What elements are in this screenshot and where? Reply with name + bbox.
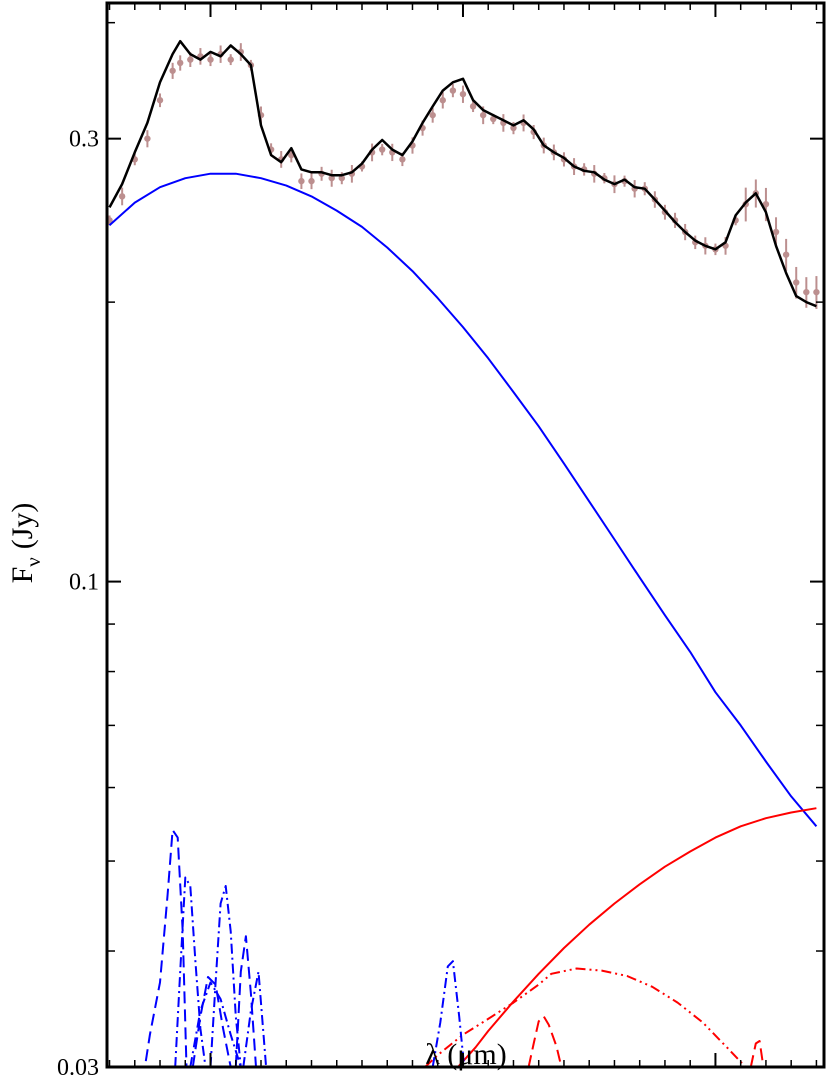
observed-point [399, 156, 406, 163]
observed-point [762, 200, 770, 208]
observed-point [207, 56, 214, 63]
observed-point [118, 193, 126, 200]
observed-point [803, 288, 810, 296]
plot-frame [105, 1, 826, 1069]
series-10-line [189, 981, 242, 1067]
series-3-line [457, 807, 817, 1067]
observed-point [328, 174, 335, 182]
series-6-line [749, 1040, 765, 1067]
y-tick-label: 0.3 [69, 127, 99, 153]
observed-point [144, 135, 151, 142]
observed-point [177, 59, 184, 67]
observed-point [298, 177, 305, 185]
observed-point [187, 56, 194, 63]
observed-point [156, 97, 164, 104]
observed-point [510, 124, 517, 132]
series-8-line [174, 876, 207, 1067]
observed-point [479, 111, 487, 119]
series-4-line [424, 967, 747, 1067]
observed-point [782, 251, 790, 258]
tick-layer: 1020300.030.10.3 [57, 3, 824, 1076]
observed-point [227, 56, 234, 63]
series-14-line [431, 960, 466, 1067]
series-layer [107, 39, 820, 1067]
observed-point [378, 146, 386, 153]
observed-point [793, 279, 800, 286]
y-axis-title: Fν(Jy) [6, 503, 45, 584]
series-5-line [527, 1015, 563, 1067]
series-11-line [209, 885, 242, 1067]
series-1-line [108, 39, 817, 308]
observed-point [469, 103, 477, 110]
observed-point [169, 67, 176, 74]
observed-point [459, 90, 467, 98]
series-9-line [191, 976, 232, 1067]
observed-point [772, 228, 780, 236]
y-tick-label: 0.03 [57, 1055, 99, 1076]
observed-point [439, 97, 446, 104]
observed-point [308, 177, 315, 185]
x-axis-title: λ (μm) [425, 1038, 506, 1071]
series-12-line [234, 935, 257, 1067]
series-7-line [143, 829, 188, 1067]
series-2-line [108, 172, 818, 827]
y-tick-label: 0.1 [69, 570, 99, 596]
series-13-line [242, 970, 268, 1067]
observed-point [813, 288, 820, 296]
observed-point [449, 87, 457, 94]
observed-point [429, 111, 436, 119]
observed-point [338, 174, 345, 182]
